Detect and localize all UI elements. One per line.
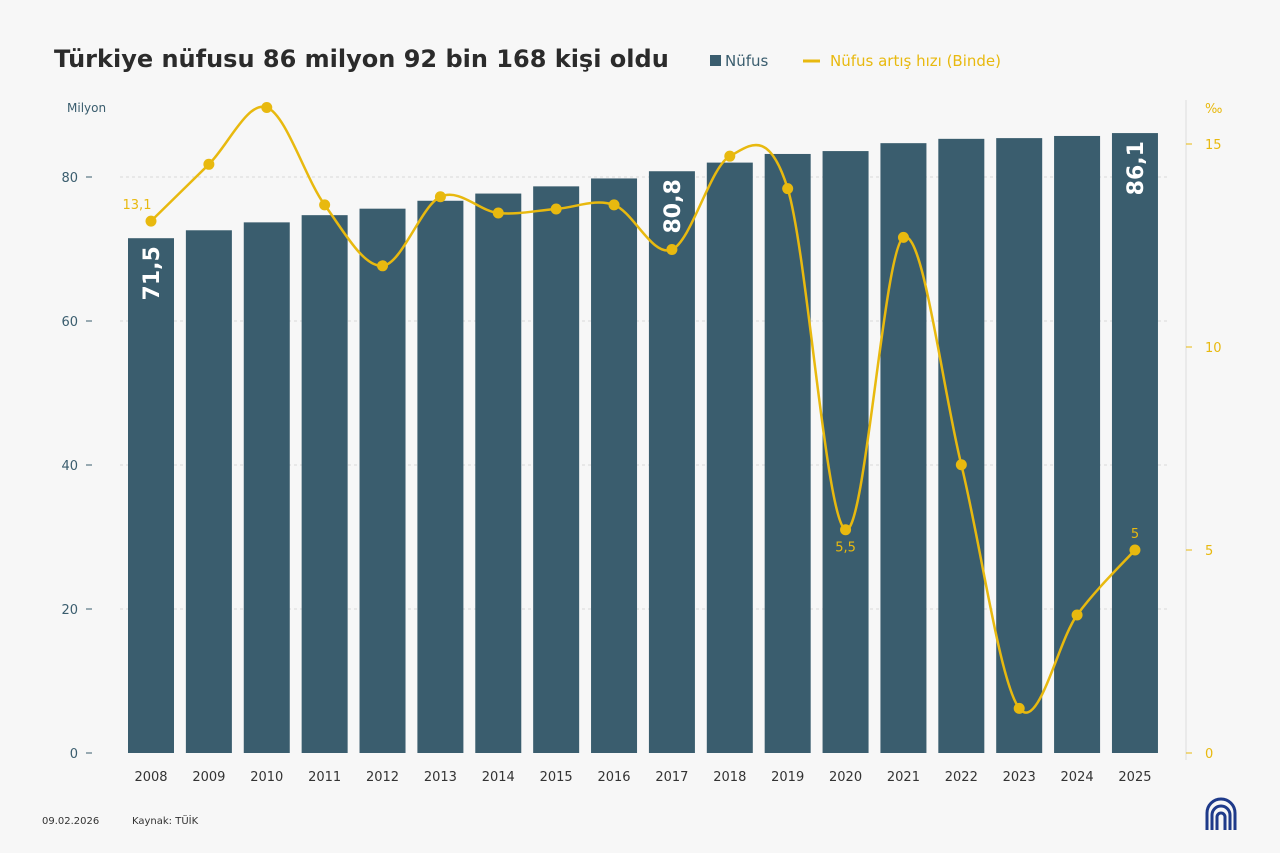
right-tick-label: 10 <box>1205 341 1222 356</box>
x-tick-label: 2012 <box>366 770 399 785</box>
chart-title: Türkiye nüfusu 86 milyon 92 bin 168 kişi… <box>54 45 669 73</box>
growth-point-2010 <box>261 101 273 113</box>
x-tick-label: 2017 <box>655 770 688 785</box>
line-data-label: 13,1 <box>123 198 152 213</box>
growth-point-2013 <box>434 191 446 203</box>
growth-point-2012 <box>377 260 389 272</box>
legend-bar-swatch <box>710 55 721 66</box>
bar-data-label: 80,8 <box>661 179 686 233</box>
x-tick-label: 2009 <box>192 770 225 785</box>
x-tick-label: 2011 <box>308 770 341 785</box>
right-tick-label: 15 <box>1205 138 1222 153</box>
bar-2015 <box>533 186 580 754</box>
bar-2014 <box>475 193 522 753</box>
legend-bar-label: Nüfus <box>725 52 769 70</box>
line-data-label: 5 <box>1131 527 1139 542</box>
left-axis-label: Milyon <box>67 101 106 115</box>
bar-2020 <box>822 151 869 753</box>
x-tick-label: 2025 <box>1118 770 1151 785</box>
x-tick-label: 2014 <box>482 770 515 785</box>
x-tick-label: 2023 <box>1003 770 1036 785</box>
footer-date: 09.02.2026 <box>42 816 99 827</box>
aa-logo <box>1205 797 1237 830</box>
bar-2019 <box>764 153 811 753</box>
growth-point-2009 <box>203 158 215 170</box>
left-tick-label: 0 <box>70 747 78 762</box>
x-tick-label: 2008 <box>134 770 167 785</box>
left-tick-label: 20 <box>61 603 78 618</box>
bar-2009 <box>185 230 232 753</box>
bar-2021 <box>880 143 927 753</box>
bar-2022 <box>938 138 985 754</box>
growth-point-2011 <box>319 199 331 211</box>
x-tick-label: 2013 <box>424 770 457 785</box>
bar-2018 <box>706 162 753 754</box>
bar-data-label: 86,1 <box>1124 141 1149 195</box>
x-tick-label: 2018 <box>713 770 746 785</box>
legend-line-label: Nüfus artış hızı (Binde) <box>830 52 1001 70</box>
x-tick-label: 2015 <box>540 770 573 785</box>
bar-2008 <box>128 238 174 753</box>
x-tick-label: 2010 <box>250 770 283 785</box>
left-tick-label: 40 <box>61 459 78 474</box>
growth-point-2018 <box>724 150 736 162</box>
x-tick-label: 2022 <box>945 770 978 785</box>
left-tick-label: 80 <box>61 171 78 186</box>
growth-point-2017 <box>666 244 678 256</box>
bar-2011 <box>301 215 348 753</box>
bar-2024 <box>1054 135 1101 753</box>
right-tick-label: 0 <box>1205 747 1213 762</box>
x-tick-label: 2024 <box>1061 770 1094 785</box>
footer-source: Kaynak: TÜİK <box>132 814 199 827</box>
growth-point-2022 <box>955 459 967 471</box>
bar-2023 <box>996 138 1043 753</box>
bar-2025 <box>1111 133 1158 753</box>
line-data-label: 5,5 <box>835 541 856 556</box>
left-tick-label: 60 <box>61 315 78 330</box>
bar-2013 <box>417 200 464 753</box>
growth-point-2021 <box>897 231 909 243</box>
x-tick-label: 2021 <box>887 770 920 785</box>
growth-point-2025 <box>1129 544 1141 556</box>
x-tick-label: 2019 <box>771 770 804 785</box>
growth-point-2014 <box>492 207 504 219</box>
x-tick-label: 2020 <box>829 770 862 785</box>
growth-point-2008 <box>145 215 157 227</box>
growth-rate-line <box>150 105 1136 714</box>
bar-2017 <box>648 171 695 754</box>
growth-point-2023 <box>1013 702 1025 714</box>
bar-data-label: 71,5 <box>140 246 165 300</box>
bar-2012 <box>359 208 406 753</box>
growth-point-2024 <box>1071 609 1083 621</box>
right-tick-label: 5 <box>1205 544 1213 559</box>
growth-point-2016 <box>608 199 620 211</box>
right-axis-label: ‰ <box>1205 102 1222 117</box>
x-tick-label: 2016 <box>597 770 630 785</box>
growth-point-2019 <box>782 183 794 195</box>
growth-point-2020 <box>840 524 852 536</box>
bar-2016 <box>591 178 638 753</box>
bar-2010 <box>243 222 290 754</box>
growth-point-2015 <box>550 203 562 215</box>
